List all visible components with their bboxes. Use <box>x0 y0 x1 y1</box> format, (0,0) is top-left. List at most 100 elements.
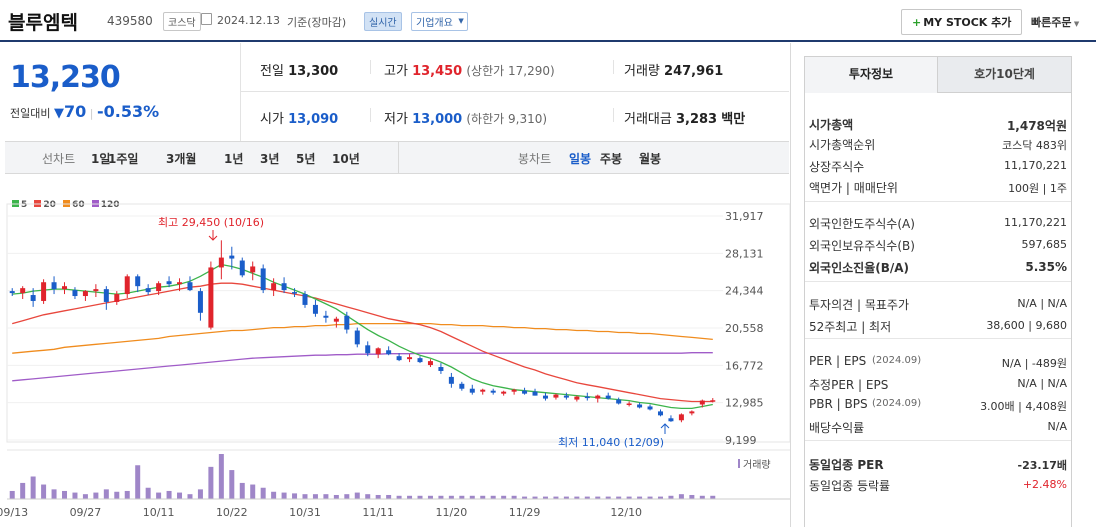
plus-icon: + <box>912 16 922 29</box>
candle-body <box>103 289 109 302</box>
x-tick-label: 10/11 <box>143 506 175 519</box>
lower-limit: (하한가 9,310) <box>466 112 548 126</box>
quick-order-button[interactable]: 빠른주문 ▼ <box>1031 14 1079 30</box>
volume-bar <box>323 494 329 499</box>
candle-body <box>166 281 172 285</box>
candle-body <box>62 286 68 290</box>
candle-body <box>689 411 695 414</box>
candle-body <box>114 294 120 302</box>
volume-bar <box>302 494 308 499</box>
y-tick-label: 9,199 <box>725 434 757 447</box>
tab-10y[interactable]: 10년 <box>332 152 360 166</box>
change-amount: 70 <box>63 102 87 121</box>
divider <box>805 440 1071 441</box>
candle-body <box>197 291 203 313</box>
tab-weekly[interactable]: 주봉 <box>600 152 623 166</box>
volume-bar <box>135 465 141 499</box>
candle-body <box>229 255 235 259</box>
tab-5y[interactable]: 5년 <box>296 152 316 166</box>
low-price: 저가 13,000 (하한가 9,310) <box>384 108 547 127</box>
candle-body <box>480 389 486 392</box>
y-tick-label: 31,917 <box>725 210 764 223</box>
legend-ma20-label: 20 <box>43 200 56 210</box>
info-label: 동일업종 등락률 <box>809 479 891 493</box>
info-label: PBR | BPS <box>809 397 868 411</box>
x-tick-label: 10/31 <box>289 506 321 519</box>
candle-body <box>668 418 674 422</box>
realtime-button[interactable]: 실시간 <box>364 12 402 31</box>
candle-body <box>657 411 663 416</box>
candle-body <box>135 276 141 287</box>
divider <box>613 60 614 74</box>
info-label: 외국인한도주식수(A) <box>809 217 915 231</box>
candle-body <box>20 288 26 294</box>
volume-legend: 거래량 <box>743 459 771 471</box>
volume-bar <box>396 495 402 499</box>
volume-bar <box>427 495 433 499</box>
x-tick-label: 11/29 <box>509 506 541 519</box>
candle-body <box>72 290 78 297</box>
candle-body <box>375 348 381 355</box>
tab-3y[interactable]: 3년 <box>260 152 280 166</box>
tab-1d[interactable]: 1일 <box>91 152 111 166</box>
volume-bar <box>51 489 57 499</box>
volume-bar <box>145 487 151 499</box>
tab-1w[interactable]: 1주일 <box>108 152 139 166</box>
candle-body <box>427 361 433 366</box>
volume-bar <box>41 484 47 499</box>
volume-bar <box>584 496 590 499</box>
candle-body <box>595 395 601 399</box>
candle-body <box>365 345 371 354</box>
prev-close: 전일 13,300 <box>260 60 338 79</box>
info-value: N/A <box>1047 420 1067 433</box>
volume-bar <box>438 495 444 499</box>
tab-order-book[interactable]: 호가10단계 <box>937 56 1072 93</box>
volume-bar <box>93 492 99 499</box>
volume-legend-swatch <box>738 459 740 468</box>
info-value: N/A | -489원 <box>1001 357 1067 370</box>
volume-bar <box>668 495 674 499</box>
candle-body <box>501 391 507 394</box>
candle-body <box>281 283 287 291</box>
tab-monthly[interactable]: 월봉 <box>639 152 662 166</box>
volume-bar <box>501 495 507 499</box>
legend-ma5-label: 5 <box>21 200 28 210</box>
candle-body <box>250 266 256 273</box>
info-label: 시가총액 <box>809 118 854 132</box>
info-value: -23.17배 <box>1017 459 1067 472</box>
tab-1y[interactable]: 1년 <box>224 152 244 166</box>
volume-bar <box>72 492 78 499</box>
candle-body <box>438 367 444 371</box>
my-stock-add-button[interactable]: + MY STOCK 추가 <box>901 9 1023 35</box>
legend-ma60-label: 60 <box>72 200 85 210</box>
open-price: 시가 13,090 <box>260 108 338 127</box>
info-label: PER | EPS <box>809 354 867 368</box>
info-value: 1,478억원 <box>1006 119 1067 133</box>
volume-bar <box>605 496 611 499</box>
info-label: 외국인소진율(B/A) <box>809 261 910 275</box>
info-value: 597,685 <box>1021 238 1068 251</box>
x-tick-label: 11/11 <box>362 506 394 519</box>
candle-body <box>93 289 99 292</box>
candle-body <box>260 268 266 291</box>
volume-bar <box>229 470 235 499</box>
volume-bar <box>542 496 548 499</box>
volume-bar <box>689 494 695 499</box>
candle-body <box>637 404 643 408</box>
tab-invest-info[interactable]: 투자정보 <box>804 56 938 93</box>
ma-line-ma5 <box>12 263 713 410</box>
volume-bar <box>407 495 413 499</box>
price-chart[interactable]: 31,917 28,131 24,344 20,558 16,772 12,985 9,19… <box>0 196 790 527</box>
volume-bar <box>124 490 130 499</box>
candle-body <box>208 267 214 328</box>
volume-bar <box>9 490 15 499</box>
tab-daily[interactable]: 일봉 <box>569 152 592 166</box>
legend-ma120-label: 120 <box>100 200 120 210</box>
amount-label: 거래대금 <box>624 112 672 127</box>
open-value: 13,090 <box>288 112 339 127</box>
info-label: 액면가 | 매매단위 <box>809 181 898 195</box>
candle-body <box>344 315 350 330</box>
tab-3m[interactable]: 3개월 <box>166 152 197 166</box>
company-info-dropdown[interactable]: 기업개요 ▼ <box>411 12 468 31</box>
info-value: 11,170,221 <box>1004 159 1067 172</box>
